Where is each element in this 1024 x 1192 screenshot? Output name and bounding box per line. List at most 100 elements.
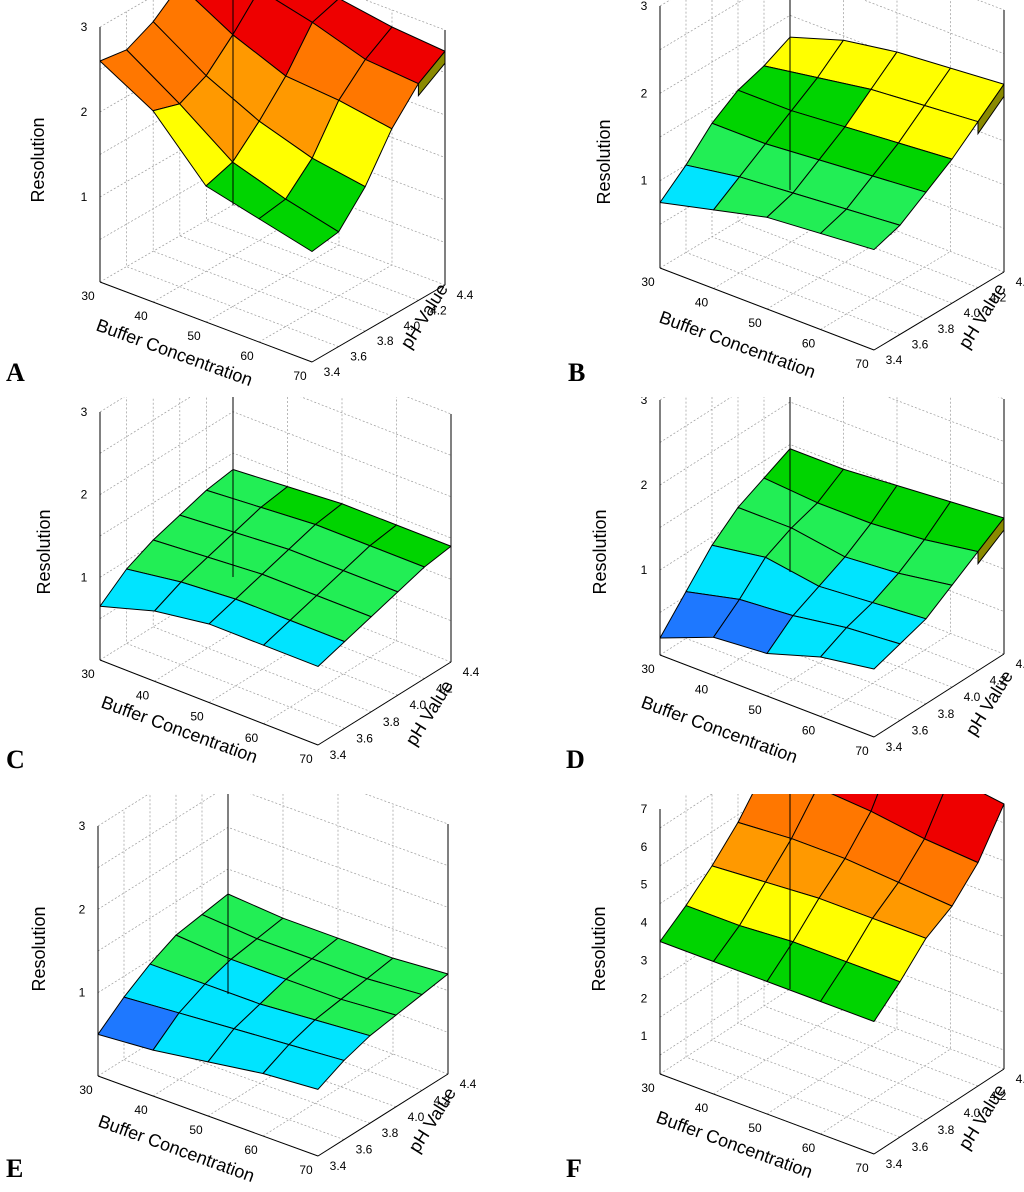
- gridline-y: [201, 794, 423, 1091]
- panel-a: Resolution Buffer Concentration pH Value…: [0, 0, 512, 397]
- x-tick-label: 60: [802, 1141, 816, 1155]
- chart-d: Resolution Buffer Concentration pH Value…: [590, 397, 1024, 767]
- z-tick-label: 2: [641, 86, 648, 100]
- z-tick-label: 3: [641, 0, 648, 13]
- x-tick-label: 40: [134, 1103, 148, 1117]
- surface-patch: [820, 627, 901, 670]
- y-tick-label: 3.4: [886, 1157, 903, 1171]
- x-tick-label: 60: [240, 349, 254, 363]
- panel-e: Resolution Buffer Concentration pH Value…: [0, 794, 512, 1191]
- axis-frame-line: [317, 1073, 449, 1157]
- y-tick-label: 3.6: [912, 723, 929, 737]
- y-tick-label: 3.8: [938, 1123, 955, 1137]
- chart-e: Resolution Buffer Concentration pH Value…: [29, 794, 477, 1186]
- panel-c: Resolution Buffer Concentration pH Value…: [0, 397, 512, 794]
- gridline-y: [711, 0, 927, 320]
- y-tick-label: 3.8: [938, 707, 955, 721]
- x-tick-label: 30: [641, 662, 655, 676]
- z-tick-label: 2: [79, 902, 86, 916]
- x-tick-label: 50: [748, 703, 762, 717]
- z-axis-label: Resolution: [590, 509, 610, 594]
- axis-frame-line: [873, 653, 1005, 738]
- gridline-z: [659, 0, 1005, 11]
- z-tick-label: 1: [81, 570, 88, 584]
- x-axis-label: Buffer Concentration: [639, 692, 801, 767]
- y-tick-label: 4.4: [1016, 275, 1024, 289]
- x-axis-label: Buffer Concentration: [96, 1111, 258, 1186]
- gridline-z: [97, 794, 449, 868]
- y-tick-label: 4.2: [990, 674, 1007, 688]
- gridline-z: [99, 397, 452, 415]
- axis-frame-line: [317, 661, 452, 746]
- gridline-y: [123, 809, 345, 1140]
- panel-b: Resolution Buffer Concentration pH Value…: [512, 0, 1024, 397]
- gridline-z: [659, 145, 1005, 229]
- x-tick-label: 30: [81, 667, 95, 681]
- axis-frame-line: [659, 654, 875, 738]
- panel-f: Resolution Buffer Concentration pH Value…: [512, 794, 1024, 1191]
- y-tick-label: 3.8: [377, 334, 394, 348]
- chart-f: Resolution Buffer Concentration pH Value…: [589, 794, 1024, 1182]
- x-tick-label: 70: [299, 1163, 313, 1177]
- z-tick-label: 3: [641, 953, 648, 967]
- z-tick-label: 7: [641, 802, 648, 816]
- axis-frame-line: [659, 267, 875, 351]
- y-tick-label: 3.6: [912, 337, 929, 351]
- x-tick-label: 50: [748, 316, 762, 330]
- y-tick-label: 3.6: [356, 731, 373, 745]
- gridline-z: [659, 0, 1005, 54]
- gridline-x: [820, 397, 951, 717]
- y-tick-label: 4.0: [403, 319, 420, 333]
- chart-c: Resolution Buffer Concentration pH Value…: [34, 397, 480, 767]
- panel-letter: F: [566, 1154, 582, 1183]
- z-axis-label: Resolution: [28, 117, 48, 202]
- gridline-z: [99, 397, 452, 456]
- gridline-y: [685, 397, 901, 721]
- x-tick-label: 40: [136, 688, 150, 702]
- z-tick-label: 6: [641, 840, 648, 854]
- y-tick-label: 4.4: [463, 665, 480, 679]
- gridline-y: [711, 794, 927, 1121]
- z-tick-label: 2: [641, 478, 648, 492]
- gridline-x: [263, 397, 397, 725]
- y-tick-label: 3.8: [382, 1126, 399, 1140]
- z-tick-label: 1: [79, 986, 86, 1000]
- axis-frame-line: [97, 1075, 319, 1157]
- x-tick-label: 50: [190, 710, 204, 724]
- axis-frame-line: [99, 659, 319, 746]
- x-tick-label: 70: [293, 369, 307, 383]
- x-tick-label: 30: [641, 275, 655, 289]
- y-tick-label: 4.0: [408, 1110, 425, 1124]
- surface-patch: [263, 619, 346, 667]
- gridline-y: [737, 0, 953, 304]
- y-tick-label: 3.4: [886, 740, 903, 754]
- x-tick-label: 30: [641, 1081, 655, 1095]
- gridline-y: [152, 397, 372, 713]
- y-tick-label: 4.4: [457, 288, 474, 302]
- z-tick-label: 1: [641, 174, 648, 188]
- gridline-z: [97, 794, 449, 827]
- x-tick-label: 50: [187, 329, 201, 343]
- x-tick-label: 40: [695, 1101, 709, 1115]
- z-tick-label: 2: [641, 991, 648, 1005]
- surface-patch: [262, 1044, 345, 1090]
- x-tick-label: 70: [855, 1161, 869, 1175]
- z-tick-label: 1: [81, 190, 88, 204]
- panel-letter: E: [6, 1154, 24, 1183]
- y-tick-label: 4.0: [409, 698, 426, 712]
- y-tick-label: 3.6: [356, 1143, 373, 1157]
- panel-letter: B: [568, 358, 586, 387]
- gridline-y: [685, 794, 901, 1138]
- gridline-z: [97, 826, 449, 910]
- panel-d: Resolution Buffer Concentration pH Value…: [512, 397, 1024, 794]
- z-tick-label: 3: [641, 397, 648, 407]
- chart-a: Resolution Buffer Concentration pH Value…: [28, 0, 474, 390]
- gridline-z: [99, 0, 446, 31]
- y-tick-label: 4.0: [964, 1106, 981, 1120]
- x-tick-label: 30: [81, 289, 95, 303]
- chart-b: Resolution Buffer Concentration pH Value…: [594, 0, 1024, 382]
- z-tick-label: 4: [641, 916, 648, 930]
- gridline-y: [685, 0, 901, 335]
- x-axis-label: Buffer Concentration: [99, 692, 261, 767]
- gridline-z: [659, 397, 1005, 443]
